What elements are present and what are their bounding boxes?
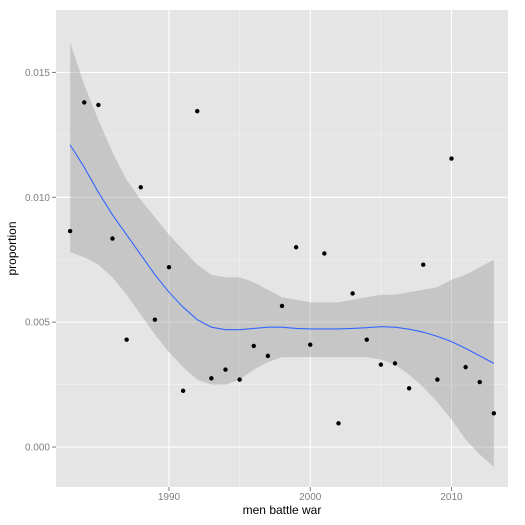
- data-point: [166, 265, 172, 270]
- y-tick-label: 0.000: [25, 443, 50, 454]
- y-axis-ticks: 0.000 0.005 0.010 0.015: [25, 68, 56, 454]
- data-point: [96, 102, 101, 108]
- data-point: [251, 343, 256, 349]
- data-point: [293, 245, 299, 250]
- data-point: [463, 364, 468, 370]
- data-point: [392, 361, 398, 366]
- data-point: [223, 367, 228, 372]
- x-axis-title: men battle war: [243, 503, 322, 517]
- data-points: [67, 100, 497, 426]
- data-point: [364, 337, 369, 342]
- data-point: [421, 262, 426, 267]
- data-point: [378, 362, 384, 367]
- x-tick-label: 2010: [440, 492, 463, 503]
- data-point: [209, 376, 214, 381]
- major-gridlines: [56, 10, 508, 487]
- confidence-ribbon: [70, 42, 494, 468]
- data-point: [152, 317, 158, 322]
- y-tick-label: 0.010: [25, 193, 50, 204]
- x-axis-ticks: 1990 2000 2010: [158, 487, 463, 503]
- data-point: [477, 379, 482, 385]
- data-point: [350, 291, 355, 296]
- plot-panel: [56, 10, 508, 487]
- smooth-line: [69, 144, 495, 364]
- y-axis-title: proportion: [5, 221, 19, 275]
- data-point: [195, 108, 200, 114]
- x-tick-label: 2000: [299, 492, 322, 503]
- data-point: [138, 185, 143, 190]
- data-point: [82, 100, 87, 105]
- data-point: [308, 342, 313, 347]
- data-point: [449, 156, 454, 161]
- data-point: [124, 337, 129, 342]
- data-point: [265, 353, 271, 359]
- x-tick-label: 1990: [158, 492, 181, 503]
- data-point: [67, 228, 73, 234]
- data-point: [491, 411, 497, 416]
- data-point: [435, 377, 440, 382]
- data-point: [322, 251, 327, 256]
- minor-gridlines: [56, 10, 508, 487]
- data-point: [110, 236, 115, 241]
- data-point: [336, 421, 341, 426]
- data-point: [180, 388, 186, 394]
- data-point: [406, 386, 412, 391]
- data-point: [279, 303, 285, 309]
- data-point: [237, 377, 242, 382]
- y-tick-label: 0.005: [25, 318, 50, 329]
- y-tick-label: 0.015: [25, 68, 50, 79]
